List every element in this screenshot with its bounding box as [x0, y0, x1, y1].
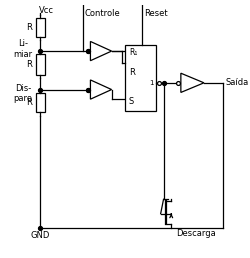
Text: 1: 1 — [148, 80, 153, 86]
Text: Vcc: Vcc — [38, 6, 53, 15]
Text: Descarga: Descarga — [175, 229, 215, 238]
Text: Reset: Reset — [144, 9, 167, 18]
Bar — [124, 45, 155, 111]
Text: S: S — [128, 96, 134, 106]
Text: R₁: R₁ — [128, 47, 137, 57]
Text: GND: GND — [30, 231, 50, 240]
Bar — [36, 54, 44, 75]
Text: Saída: Saída — [224, 78, 247, 87]
Text: R: R — [26, 22, 32, 31]
Text: R: R — [26, 98, 32, 107]
Bar — [36, 93, 44, 112]
Text: Li-
miar: Li- miar — [14, 39, 32, 59]
Text: Dis-
paro: Dis- paro — [14, 84, 32, 103]
Text: R: R — [26, 60, 32, 69]
Bar — [36, 18, 44, 37]
Text: Controle: Controle — [84, 9, 120, 18]
Text: R: R — [128, 68, 134, 77]
